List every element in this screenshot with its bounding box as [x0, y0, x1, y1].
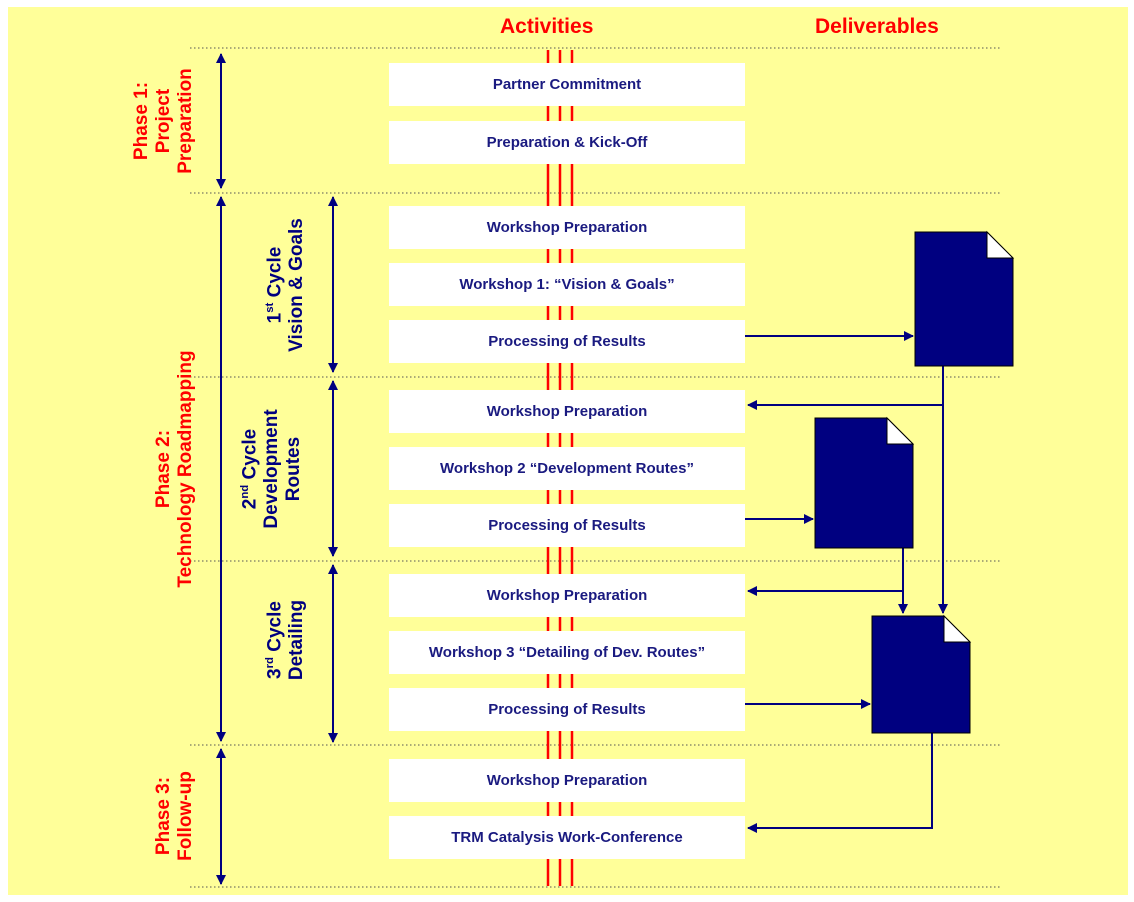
activity-trm-conference: TRM Catalysis Work-Conference — [389, 816, 745, 859]
phase-1-label: Phase 1: Project Preparation — [131, 68, 196, 174]
document-icon — [914, 230, 1015, 367]
activity-workshop-preparation: Workshop Preparation — [389, 759, 745, 802]
activity-workshop-preparation: Workshop Preparation — [389, 206, 745, 249]
cycle-3-label: 3rd Cycle Detailing — [263, 599, 308, 681]
activity-workshop-3: Workshop 3 “Detailing of Dev. Routes” — [389, 631, 745, 674]
arrow-icon — [747, 548, 904, 596]
arrow-icon — [747, 733, 933, 833]
activity-workshop-2: Workshop 2 “Development Routes” — [389, 447, 745, 490]
section-separators — [190, 47, 1000, 888]
phase-2-label: Phase 2: Technology Roadmapping — [153, 350, 196, 588]
activity-workshop-preparation: Workshop Preparation — [389, 574, 745, 617]
activity-partner-commitment: Partner Commitment — [389, 63, 745, 106]
arrow-icon — [747, 366, 944, 410]
activity-processing-results: Processing of Results — [389, 504, 745, 547]
cycle-2-label: 2nd Cycle Development Routes — [239, 409, 305, 529]
activity-processing-results: Processing of Results — [389, 688, 745, 731]
document-icon — [814, 416, 915, 549]
activity-workshop-preparation: Workshop Preparation — [389, 390, 745, 433]
activities-header: Activities — [500, 15, 594, 38]
phase-3-label: Phase 3: Follow-up — [153, 771, 196, 861]
document-icon — [871, 614, 972, 734]
activity-workshop-1: Workshop 1: “Vision & Goals” — [389, 263, 745, 306]
activity-preparation-kickoff: Preparation & Kick-Off — [389, 121, 745, 164]
cycle-1-label: 1st Cycle Vision & Goals — [263, 218, 308, 352]
activity-processing-results: Processing of Results — [389, 320, 745, 363]
deliverables-header: Deliverables — [815, 15, 939, 38]
